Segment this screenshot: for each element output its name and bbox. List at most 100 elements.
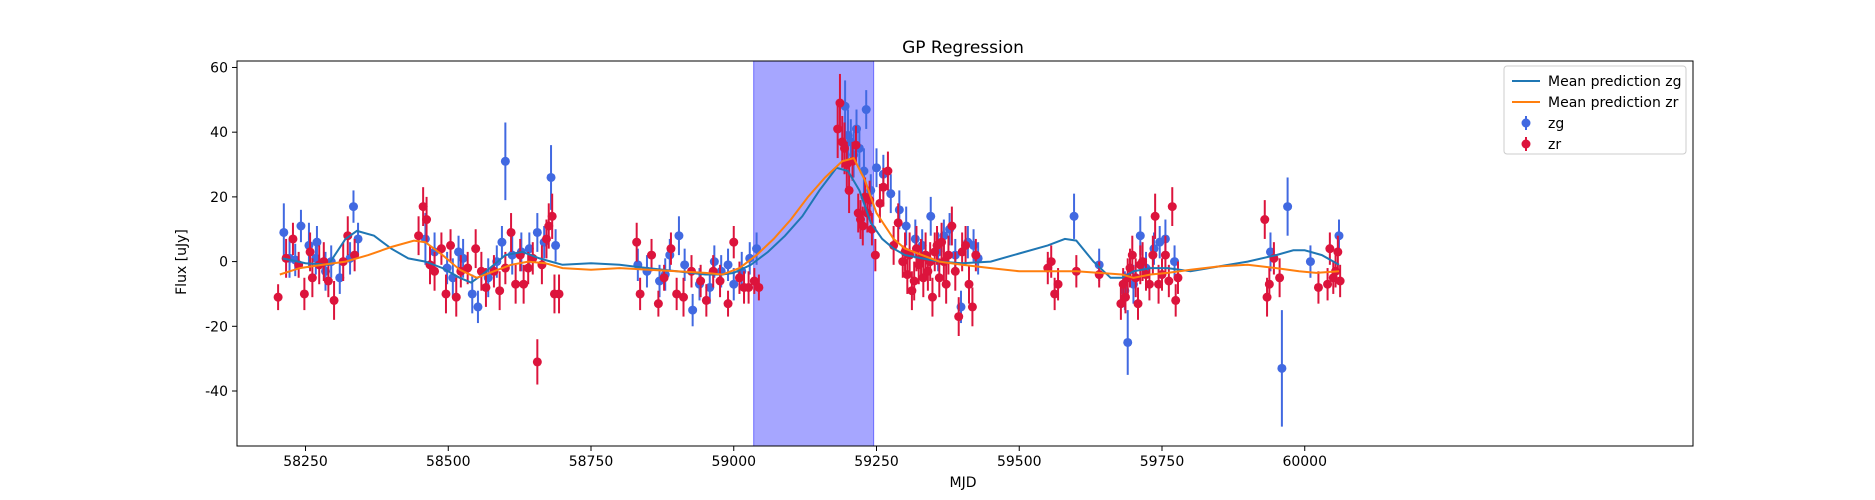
point-zr-41 [547, 211, 557, 221]
point-zr-84 [893, 218, 903, 228]
legend-marker-zg [1521, 118, 1531, 128]
legend-box [1503, 65, 1687, 155]
point-zr-145 [1275, 273, 1285, 283]
point-zr-131 [1144, 279, 1154, 289]
y-tick-label-0: 0 [219, 255, 228, 271]
point-zr-58 [729, 237, 739, 247]
point-zr-151 [1333, 247, 1343, 257]
y-axis: -40 -20 0 20 40 60 [205, 60, 237, 400]
point-zr-125 [1127, 250, 1137, 260]
x-tick-label-59000: 59000 [711, 454, 756, 470]
point-zr-115 [1046, 257, 1056, 267]
point-zr-79 [870, 250, 880, 260]
point-zr-27 [481, 282, 491, 292]
point-zr-15 [418, 202, 428, 212]
point-zr-31 [506, 227, 516, 237]
point-zr-5 [305, 247, 315, 257]
point-zg-37 [674, 231, 684, 241]
point-zr-129 [1138, 257, 1148, 267]
point-zr-90 [909, 276, 919, 286]
x-tick-label-59500: 59500 [997, 454, 1042, 470]
point-zg-47 [745, 253, 755, 263]
point-zr-20 [441, 289, 451, 299]
point-zr-4 [299, 289, 309, 299]
point-zr-116 [1050, 289, 1060, 299]
point-zr-19 [436, 244, 446, 254]
point-zg-39 [688, 305, 698, 315]
highlight-region [753, 61, 875, 446]
point-zr-62 [749, 276, 759, 286]
x-tick-label-58750: 58750 [569, 454, 614, 470]
legend-label-mean-zr: Mean prediction zr [1548, 95, 1679, 111]
x-tick-label-59250: 59250 [854, 454, 899, 470]
point-zr-120 [1116, 299, 1126, 309]
point-zg-28 [532, 227, 542, 237]
point-zg-88 [1305, 257, 1315, 267]
legend-marker-zr [1521, 139, 1531, 149]
point-zg-79 [1135, 231, 1145, 241]
point-zr-34 [519, 279, 529, 289]
point-zr-50 [672, 289, 682, 299]
point-zr-2 [288, 234, 298, 244]
point-zr-110 [961, 240, 971, 250]
point-zg-12 [353, 234, 363, 244]
point-zg-42 [709, 257, 719, 267]
point-zg-61 [894, 205, 904, 215]
y-tick-label--20: -20 [205, 319, 228, 335]
series-zr [273, 73, 1345, 385]
point-zr-51 [679, 292, 689, 302]
point-zr-57 [723, 299, 733, 309]
point-zg-3 [296, 221, 306, 231]
point-zr-69 [844, 185, 854, 195]
x-tick-label-58250: 58250 [283, 454, 328, 470]
point-zg-74 [1069, 211, 1079, 221]
point-zg-77 [1123, 337, 1133, 347]
point-zg-19 [467, 289, 477, 299]
point-zr-105 [943, 250, 953, 260]
point-zr-74 [858, 221, 868, 231]
point-zr-104 [941, 279, 951, 289]
legend: Mean prediction zg Mean prediction zr zg zr [1503, 65, 1687, 155]
y-tick-label--40: -40 [205, 384, 228, 400]
chart-title: GP Regression [902, 38, 1024, 58]
point-zr-132 [1148, 250, 1158, 260]
point-zg-0 [279, 227, 289, 237]
point-zr-59 [734, 273, 744, 283]
point-zr-117 [1053, 279, 1063, 289]
point-zr-40 [544, 221, 554, 231]
point-zg-44 [723, 260, 733, 270]
point-zg-58 [871, 163, 881, 173]
point-zr-137 [1164, 276, 1174, 286]
point-zr-0 [273, 292, 283, 302]
point-zr-24 [463, 263, 473, 273]
y-tick-label-20: 20 [210, 190, 228, 206]
point-zr-65 [835, 98, 845, 108]
point-zr-112 [967, 302, 977, 312]
point-zr-71 [851, 140, 861, 150]
point-zr-48 [659, 273, 669, 283]
point-zg-62 [901, 221, 911, 231]
point-zr-139 [1171, 295, 1181, 305]
point-zr-54 [701, 295, 711, 305]
point-zr-43 [554, 289, 564, 299]
point-zr-101 [934, 273, 944, 283]
point-zr-21 [446, 240, 456, 250]
point-zr-108 [954, 312, 964, 322]
point-zr-29 [495, 286, 505, 296]
point-zr-18 [430, 266, 440, 276]
point-zg-45 [729, 279, 739, 289]
point-zr-133 [1150, 211, 1160, 221]
point-zr-111 [964, 279, 974, 289]
point-zr-147 [1323, 279, 1333, 289]
point-zg-20 [473, 302, 483, 312]
x-axis-label: MJD [950, 475, 977, 491]
point-zg-17 [454, 247, 464, 257]
point-zg-86 [1277, 363, 1287, 373]
point-zr-61 [744, 282, 754, 292]
x-tick-label-60000: 60000 [1282, 454, 1327, 470]
plot-content [273, 61, 1345, 446]
point-zg-48 [752, 244, 762, 254]
point-zr-47 [653, 299, 663, 309]
point-zg-9 [335, 273, 345, 283]
